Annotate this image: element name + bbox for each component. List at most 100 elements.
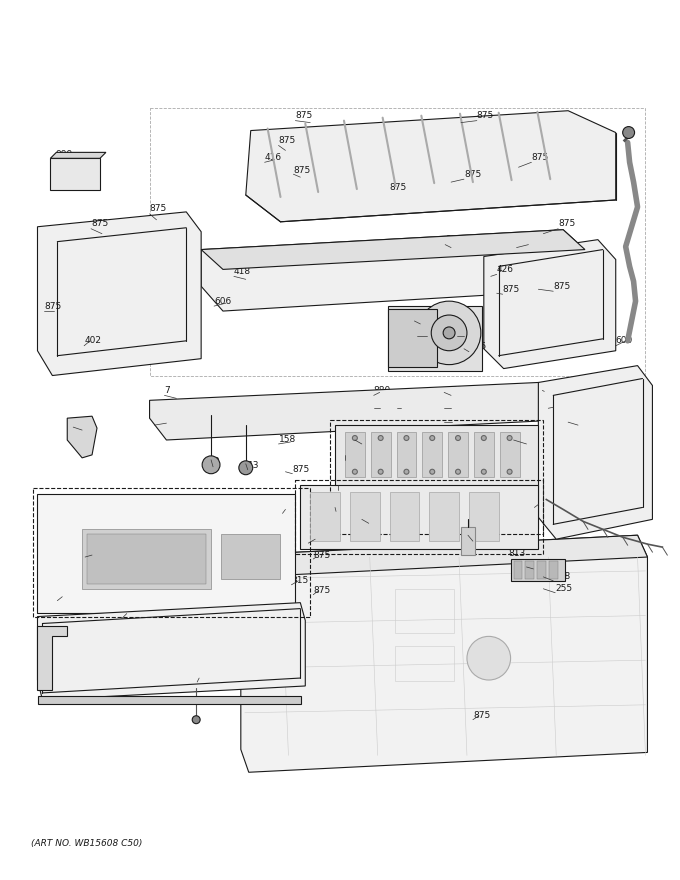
Bar — [33, 488, 310, 617]
Bar — [388, 309, 437, 367]
Circle shape — [378, 469, 383, 474]
Bar — [469, 492, 498, 541]
Text: 875: 875 — [369, 515, 386, 524]
Bar — [335, 425, 539, 529]
Circle shape — [623, 127, 634, 138]
Text: 875: 875 — [390, 182, 407, 192]
Bar — [394, 589, 454, 634]
Text: 875: 875 — [554, 282, 571, 290]
Polygon shape — [245, 111, 615, 222]
Bar — [295, 480, 543, 554]
Polygon shape — [37, 212, 201, 376]
Bar — [526, 561, 534, 579]
Text: 875: 875 — [91, 219, 108, 228]
Bar — [511, 559, 565, 581]
Bar — [474, 432, 494, 477]
Bar — [310, 492, 340, 541]
Circle shape — [404, 469, 409, 474]
Bar — [448, 432, 468, 477]
Bar — [39, 696, 301, 704]
Text: 875: 875 — [473, 711, 490, 720]
Circle shape — [202, 456, 220, 473]
Circle shape — [352, 469, 358, 474]
Text: 875: 875 — [313, 586, 330, 595]
Circle shape — [430, 469, 435, 474]
Text: 606: 606 — [214, 297, 231, 305]
Polygon shape — [67, 416, 97, 458]
Text: 875: 875 — [293, 165, 311, 175]
Text: 601: 601 — [73, 418, 90, 427]
Text: 875: 875 — [362, 436, 379, 444]
Text: 875: 875 — [154, 415, 172, 425]
Circle shape — [378, 436, 383, 441]
Text: 875: 875 — [445, 235, 462, 244]
Circle shape — [456, 469, 460, 474]
Text: 7: 7 — [165, 386, 170, 395]
Text: 875: 875 — [44, 302, 62, 311]
Polygon shape — [150, 383, 556, 440]
Text: 875: 875 — [528, 235, 545, 244]
Text: 875: 875 — [292, 466, 309, 474]
Text: 801: 801 — [420, 314, 438, 324]
Bar — [429, 492, 459, 541]
Text: (ART NO. WB15608 C50): (ART NO. WB15608 C50) — [31, 839, 142, 847]
Polygon shape — [201, 230, 585, 269]
Text: 875: 875 — [503, 285, 520, 294]
Polygon shape — [483, 239, 615, 369]
Circle shape — [418, 301, 481, 364]
Circle shape — [456, 436, 460, 441]
Text: 880: 880 — [374, 386, 391, 395]
Text: 133: 133 — [197, 673, 214, 683]
Bar — [394, 646, 454, 681]
Bar — [330, 420, 543, 534]
Text: 1: 1 — [282, 505, 288, 514]
Text: 255: 255 — [556, 584, 573, 593]
Text: 404: 404 — [308, 535, 325, 544]
Text: 605: 605 — [534, 499, 551, 508]
Bar — [150, 107, 645, 376]
Circle shape — [481, 469, 486, 474]
Text: 400: 400 — [544, 382, 562, 391]
Text: 875: 875 — [279, 136, 296, 145]
Text: 16: 16 — [336, 503, 347, 512]
Text: 418: 418 — [234, 267, 251, 276]
Bar — [513, 561, 522, 579]
Bar — [50, 158, 100, 190]
Text: 875: 875 — [558, 219, 575, 228]
Text: 875: 875 — [526, 436, 544, 444]
Bar — [301, 485, 539, 549]
Text: 875: 875 — [295, 111, 313, 121]
Circle shape — [507, 436, 512, 441]
Circle shape — [352, 436, 358, 441]
Circle shape — [443, 327, 455, 339]
Text: 426: 426 — [496, 265, 513, 274]
Text: 875: 875 — [313, 551, 330, 560]
Bar — [221, 534, 280, 579]
Polygon shape — [201, 230, 585, 311]
Text: 875: 875 — [469, 342, 486, 351]
Bar — [87, 534, 206, 583]
Polygon shape — [37, 494, 295, 612]
Polygon shape — [37, 603, 305, 700]
Text: 875: 875 — [578, 415, 595, 425]
Text: 158: 158 — [279, 436, 296, 444]
Polygon shape — [241, 535, 647, 577]
Polygon shape — [50, 152, 106, 158]
Text: 802: 802 — [452, 414, 469, 422]
Text: 266: 266 — [122, 610, 139, 619]
Text: 416: 416 — [265, 153, 282, 162]
Text: 815: 815 — [292, 576, 309, 585]
Text: 875: 875 — [150, 204, 167, 214]
Text: 600: 600 — [615, 336, 633, 345]
Bar — [82, 529, 211, 589]
Text: 802: 802 — [338, 481, 355, 490]
Bar — [500, 432, 520, 477]
Text: 770: 770 — [533, 561, 551, 569]
Text: 984: 984 — [374, 400, 391, 409]
Bar — [371, 432, 390, 477]
Bar — [388, 306, 482, 370]
Text: 880: 880 — [451, 386, 469, 395]
Text: 410: 410 — [396, 400, 413, 409]
Text: 578: 578 — [473, 532, 490, 542]
Text: 420: 420 — [57, 592, 74, 601]
